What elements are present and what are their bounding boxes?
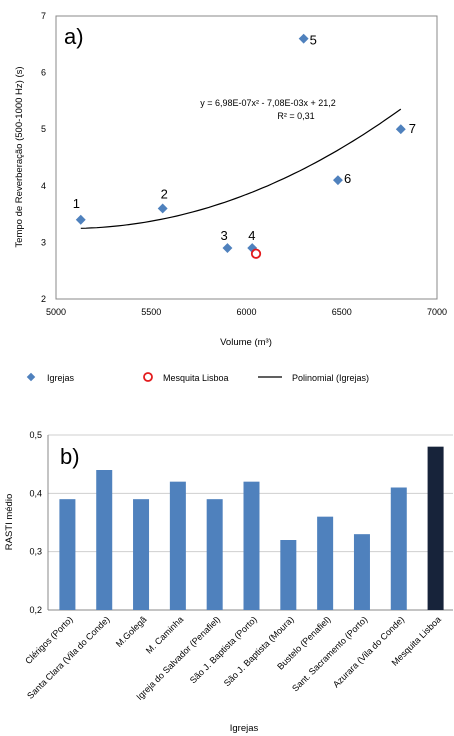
bar [243, 481, 260, 610]
x-tick-label: 7000 [427, 307, 447, 317]
bar [353, 534, 370, 610]
data-point-igreja [157, 203, 168, 214]
y-tick-label: 7 [41, 11, 46, 21]
bar [317, 516, 334, 610]
y-tick-label: 0,2 [29, 605, 42, 615]
legend-a: Igrejas Mesquita Lisboa Polinomial (Igre… [26, 372, 369, 383]
point-labels: 1 2 3 4 5 6 7 [73, 33, 416, 243]
legend-label-polinomial: Polinomial (Igrejas) [292, 373, 369, 383]
y-tick-label: 0,4 [29, 488, 42, 498]
y-tick-label: 2 [41, 294, 46, 304]
x-axis-title-a: Volume (m³) [220, 337, 272, 348]
y-tick-label: 5 [41, 124, 46, 134]
bar [280, 540, 297, 610]
point-number-label: 1 [73, 196, 80, 211]
bar-chart-panel: 0,2 0,3 0,4 0,5 Clérigos (Porto)Santa Clara… [4, 430, 453, 734]
x-tick-label: 6500 [332, 307, 352, 317]
y-tick-label: 0,3 [29, 547, 42, 557]
bar [427, 446, 444, 610]
x-tick-label: 6000 [236, 307, 256, 317]
legend-label-igrejas: Igrejas [47, 373, 75, 383]
category-label: Azurara (Vila do Conde) [331, 614, 406, 689]
point-number-label: 5 [310, 33, 317, 48]
x-axis-title-b: Igrejas [230, 723, 259, 734]
plot-area-a [55, 15, 438, 300]
category-label: Sant. Sacramento (Porto) [290, 614, 369, 693]
legend-item-igrejas: Igrejas [26, 372, 75, 383]
legend-item-mesquita: Mesquita Lisboa [143, 372, 229, 383]
y-axis-title-a: Tempo de Reverberação (500-1000 Hz) (s) [14, 66, 25, 247]
y-tick-label: 4 [41, 181, 46, 191]
x-category-labels: Clérigos (Porto)Santa Clara (Vila do Con… [23, 614, 443, 702]
trendline-equation: y = 6,98E-07x² - 7,08E-03x + 21,2 [200, 98, 336, 108]
legend-swatch-diamond [26, 372, 36, 382]
r-squared-label: R² = 0,31 [277, 111, 314, 121]
x-tick-label: 5000 [46, 307, 66, 317]
bar [133, 499, 150, 610]
data-point-igreja [222, 243, 233, 254]
point-number-label: 4 [248, 228, 255, 243]
y-tick-labels-a: 2 3 4 5 6 7 [41, 11, 46, 304]
y-tick-label: 3 [41, 237, 46, 247]
point-number-label: 7 [409, 121, 416, 136]
legend-swatch-circle [143, 372, 153, 382]
y-tick-labels-b: 0,2 0,3 0,4 0,5 [29, 430, 42, 615]
point-number-label: 3 [220, 228, 227, 243]
data-point-igreja [332, 175, 343, 186]
point-number-label: 6 [344, 171, 351, 186]
scatter-chart-panel: 2 3 4 5 6 7 5000 5500 6000 6500 7000 1 2 3 4 5 6 7 a) y… [14, 11, 447, 383]
bars [59, 446, 444, 610]
scatter-points [75, 33, 406, 259]
x-tick-labels-a: 5000 5500 6000 6500 7000 [46, 307, 447, 317]
category-label: M.Golegã [114, 614, 149, 649]
panel-label-b: b) [60, 444, 80, 469]
y-tick-label: 0,5 [29, 430, 42, 440]
category-label: São J. Baptista (Porto) [188, 614, 259, 685]
data-point-igreja [75, 214, 86, 225]
bar [206, 499, 223, 610]
panel-label-a: a) [64, 24, 84, 49]
x-tick-label: 5500 [141, 307, 161, 317]
bar [59, 499, 76, 610]
y-tick-label: 6 [41, 68, 46, 78]
bar [169, 481, 186, 610]
y-axis-title-b: RASTI médio [4, 494, 15, 551]
category-label: São J. Baptista (Moura) [222, 614, 296, 688]
bar [96, 470, 113, 610]
polynomial-trendline [80, 108, 402, 229]
legend-item-polinomial: Polinomial (Igrejas) [258, 373, 369, 383]
bar [390, 487, 407, 610]
point-number-label: 2 [161, 186, 168, 201]
data-point-mesquita [250, 248, 262, 259]
legend-label-mesquita: Mesquita Lisboa [163, 373, 229, 383]
